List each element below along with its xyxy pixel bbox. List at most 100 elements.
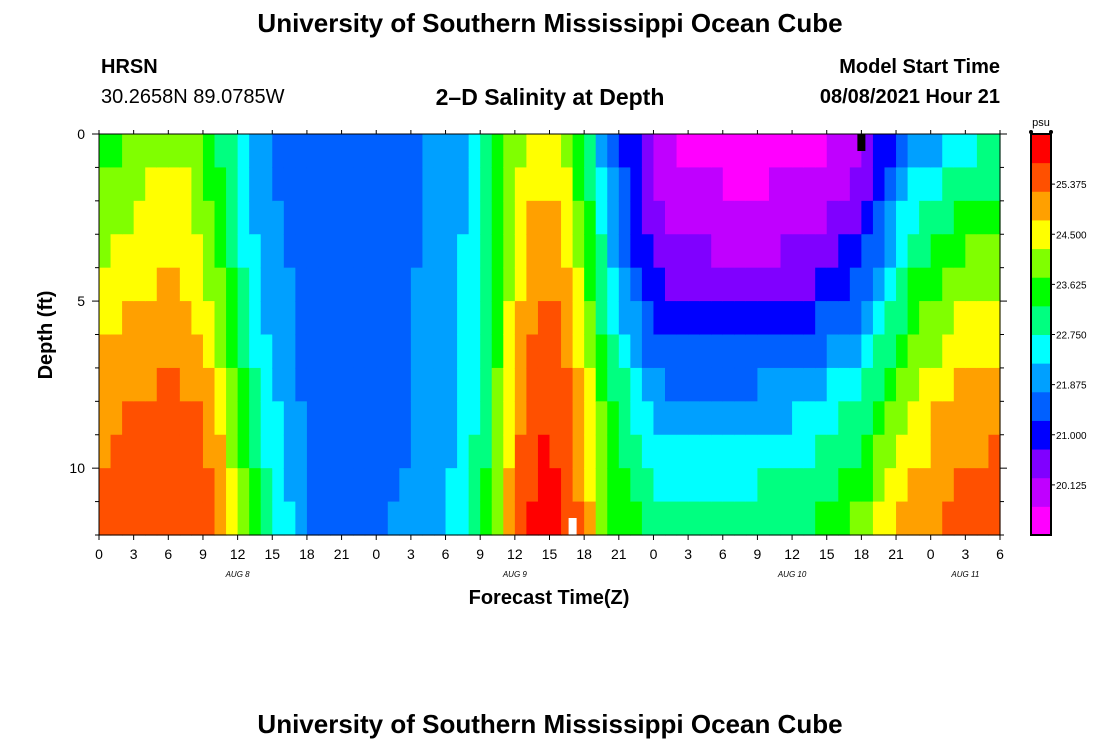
heatmap-cell <box>202 468 216 503</box>
heatmap-cell <box>122 501 135 536</box>
heatmap-cell <box>722 167 735 202</box>
heatmap-cell <box>306 401 320 436</box>
heatmap-cell <box>988 234 1001 269</box>
heatmap-cell <box>191 468 204 503</box>
heatmap-cell <box>896 367 909 402</box>
colorbar-unit: psu <box>1032 117 1050 129</box>
heatmap-cell <box>110 134 123 169</box>
heatmap-cell <box>595 367 608 402</box>
heatmap-cell <box>641 301 655 336</box>
heatmap-cell <box>572 200 585 235</box>
heatmap-cell <box>595 501 608 536</box>
heatmap-cell <box>861 267 874 302</box>
heatmap-cell <box>468 301 481 336</box>
heatmap-cell <box>376 334 389 369</box>
chart-subtitle: 2–D Salinity at Depth <box>435 84 665 110</box>
heatmap-cell <box>907 200 920 235</box>
heatmap-cell <box>191 501 204 536</box>
heatmap-cell <box>653 200 666 235</box>
x-date-label: AUG 9 <box>502 570 528 579</box>
heatmap-cell <box>306 334 320 369</box>
heatmap-cell <box>480 434 493 469</box>
heatmap-cell <box>988 334 1001 369</box>
heatmap-cell <box>549 367 562 402</box>
heatmap-cell <box>919 401 932 436</box>
heatmap-cell <box>688 167 701 202</box>
heatmap-cell <box>711 301 724 336</box>
heatmap-cell <box>919 134 932 169</box>
heatmap-cell <box>861 301 874 336</box>
heatmap-cell <box>99 267 112 302</box>
heatmap-cell <box>226 434 239 469</box>
heatmap-cell <box>491 167 504 202</box>
heatmap-cell <box>757 367 770 402</box>
heatmap-cell <box>607 334 620 369</box>
heatmap-cell <box>549 134 562 169</box>
heatmap-cell <box>353 134 366 169</box>
heatmap-cell <box>861 468 874 503</box>
heatmap-cell <box>549 167 562 202</box>
heatmap-cell <box>965 134 978 169</box>
heatmap-cell <box>976 301 990 336</box>
heatmap-cell <box>457 200 470 235</box>
heatmap-cell <box>572 468 585 503</box>
heatmap-cell <box>318 200 331 235</box>
heatmap-cell <box>815 468 828 503</box>
heatmap-cell <box>641 468 655 503</box>
heatmap-cell <box>330 134 343 169</box>
heatmap-cell <box>699 334 712 369</box>
heatmap-cell <box>376 401 389 436</box>
heatmap-cell <box>976 134 990 169</box>
heatmap-cell <box>988 167 1001 202</box>
heatmap-cell <box>514 434 527 469</box>
colorbar-swatch <box>1031 477 1051 507</box>
heatmap-cell <box>226 200 239 235</box>
heatmap-cell <box>745 334 759 369</box>
heatmap-cell <box>226 134 239 169</box>
heatmap-cell <box>468 468 481 503</box>
heatmap-cell <box>133 267 146 302</box>
heatmap-cell <box>734 501 747 536</box>
heatmap-cell <box>122 334 135 369</box>
heatmap-cell <box>295 401 308 436</box>
x-tick-label: 15 <box>264 546 280 562</box>
heatmap-cell <box>665 434 678 469</box>
heatmap-cell <box>861 501 874 536</box>
heatmap-cell <box>526 167 539 202</box>
colorbar-swatch <box>1031 134 1051 164</box>
x-tick-label: 18 <box>576 546 592 562</box>
heatmap-cell <box>179 234 193 269</box>
heatmap-cell <box>953 434 966 469</box>
heatmap-cell <box>399 301 412 336</box>
heatmap-cell <box>676 434 689 469</box>
heatmap-cell <box>468 267 481 302</box>
heatmap-cell <box>457 234 470 269</box>
heatmap-cell <box>514 267 527 302</box>
heatmap-cell <box>549 501 562 536</box>
heatmap-cell <box>376 468 389 503</box>
heatmap-cell <box>641 401 655 436</box>
heatmap-cell <box>988 301 1001 336</box>
heatmap-cell <box>896 468 909 503</box>
heatmap-cell <box>306 267 320 302</box>
heatmap-cell <box>341 367 354 402</box>
colorbar-tick-label: 23.625 <box>1056 280 1087 291</box>
heatmap-cell <box>480 401 493 436</box>
heatmap-cell <box>422 334 435 369</box>
heatmap-cell <box>896 134 909 169</box>
heatmap-cell <box>445 267 458 302</box>
heatmap-cell <box>618 134 631 169</box>
heatmap-cell <box>549 434 562 469</box>
heatmap-cell <box>168 267 181 302</box>
heatmap-cell <box>110 167 123 202</box>
heatmap-cell <box>526 434 539 469</box>
heatmap-cell <box>503 501 516 536</box>
heatmap-cell <box>168 501 181 536</box>
heatmap-cell <box>826 134 839 169</box>
heatmap-cell <box>965 401 978 436</box>
heatmap-cell <box>433 267 447 302</box>
heatmap-cell <box>745 401 759 436</box>
heatmap-cell <box>537 401 551 436</box>
heatmap-cell <box>711 134 724 169</box>
heatmap-cell <box>318 401 331 436</box>
